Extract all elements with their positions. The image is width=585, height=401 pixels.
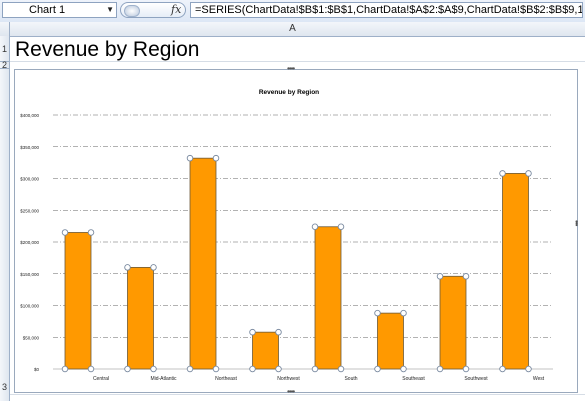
bar-selection-marker bbox=[311, 365, 319, 373]
bar-selection-marker bbox=[499, 170, 506, 177]
bar-selection-marker bbox=[311, 223, 319, 231]
x-tick-label: Southwest bbox=[464, 376, 488, 382]
bar-selection-marker bbox=[124, 264, 131, 271]
y-tick-label: $400,000 bbox=[20, 113, 39, 118]
bar-selection-marker bbox=[249, 328, 256, 336]
bar bbox=[189, 157, 217, 370]
row-header-3[interactable]: 3 bbox=[1, 382, 7, 392]
bar-selection-marker bbox=[275, 328, 282, 336]
bar bbox=[64, 232, 92, 370]
bar-selection-marker bbox=[462, 273, 470, 280]
bar-selection-marker bbox=[436, 365, 444, 373]
bar-selection-marker bbox=[186, 365, 194, 373]
row-header-2[interactable]: 2 bbox=[1, 60, 7, 70]
row-separator bbox=[0, 61, 9, 62]
bar-selection-marker bbox=[61, 229, 69, 236]
bar bbox=[377, 312, 404, 370]
x-axis-tick-labels: Central Mid-Atlantic Northeast Northwest Sou… bbox=[93, 376, 545, 382]
row-header-1[interactable]: 1 bbox=[1, 44, 7, 54]
bar-selection-marker bbox=[275, 365, 282, 373]
revenue-chart: Revenue by Region $0 $50,000 $100,000 $150,… bbox=[20, 89, 553, 382]
bar-selection-marker bbox=[61, 365, 69, 373]
bar-selection-marker bbox=[87, 229, 95, 236]
y-tick-label: $350,000 bbox=[20, 145, 39, 150]
bar-selection-marker bbox=[337, 223, 345, 231]
bar-selection-marker bbox=[400, 309, 407, 317]
bar bbox=[502, 173, 529, 370]
bar bbox=[314, 226, 342, 370]
x-tick-label: Mid-Atlantic bbox=[150, 376, 177, 382]
bar-selection-marker bbox=[212, 154, 220, 162]
row-grid-line bbox=[10, 61, 585, 62]
y-tick-label: $50,000 bbox=[23, 335, 40, 340]
y-axis-tick-labels: $0 $50,000 $100,000 $150,000 $200,000 $250,00… bbox=[20, 113, 39, 372]
resize-handle-icon[interactable] bbox=[124, 5, 140, 17]
x-tick-label: Central bbox=[93, 376, 109, 382]
bar-selection-marker bbox=[212, 365, 220, 373]
name-box[interactable]: Chart 1 ▼ bbox=[2, 2, 117, 18]
bar-selection-marker bbox=[462, 365, 470, 373]
x-tick-label: Northwest bbox=[277, 376, 300, 382]
x-tick-label: Northeast bbox=[215, 376, 237, 382]
bar-selection-marker bbox=[374, 309, 381, 317]
formula-bar-controls[interactable]: fx bbox=[120, 2, 186, 18]
column-header-a[interactable]: A bbox=[289, 23, 296, 34]
x-tick-label: Southeast bbox=[402, 376, 425, 382]
formula-bar: Chart 1 ▼ fx =SERIES(ChartData!$B$1:$B$1… bbox=[0, 0, 585, 23]
bar-selection-marker bbox=[400, 365, 407, 373]
sheet-title-cell[interactable]: Revenue by Region bbox=[15, 38, 200, 61]
y-tick-label: $0 bbox=[34, 367, 40, 372]
select-all-corner[interactable] bbox=[0, 22, 10, 36]
chart-bars bbox=[61, 154, 532, 373]
bar-selection-marker bbox=[499, 365, 506, 373]
y-tick-label: $250,000 bbox=[20, 208, 39, 213]
x-tick-label: West bbox=[533, 376, 545, 382]
chart-resize-handle-top[interactable]: •••• bbox=[287, 64, 295, 73]
formula-input[interactable]: =SERIES(ChartData!$B$1:$B$1,ChartData!$A… bbox=[190, 2, 583, 18]
row-grid-line bbox=[10, 394, 585, 395]
bar-selection-marker bbox=[337, 365, 345, 373]
chart-resize-handle-bottom[interactable]: •••• bbox=[287, 387, 295, 396]
fx-icon[interactable]: fx bbox=[171, 3, 182, 16]
y-tick-label: $100,000 bbox=[20, 304, 39, 309]
bar-selection-marker bbox=[525, 365, 532, 373]
chevron-down-icon[interactable]: ▼ bbox=[106, 5, 114, 14]
name-box-value: Chart 1 bbox=[29, 4, 66, 16]
bar-selection-marker bbox=[249, 365, 256, 373]
bar-selection-marker bbox=[186, 154, 194, 162]
chart-object[interactable]: •••• •••• ••• Revenue by Region $0 $50,00… bbox=[14, 64, 581, 396]
bar bbox=[252, 331, 279, 370]
y-tick-label: $300,000 bbox=[20, 177, 39, 182]
bar-selection-marker bbox=[150, 264, 157, 271]
y-tick-label: $200,000 bbox=[20, 240, 39, 245]
row-separator bbox=[0, 68, 9, 69]
bar-selection-marker bbox=[525, 170, 532, 177]
chart-resize-handle-right[interactable]: ••• bbox=[572, 220, 581, 226]
x-tick-label: South bbox=[344, 376, 357, 382]
bar-selection-marker bbox=[436, 273, 444, 280]
column-header-row: A bbox=[0, 22, 585, 37]
bar-selection-marker bbox=[87, 365, 95, 373]
bar-selection-marker bbox=[374, 365, 381, 373]
row-header-column: 1 2 3 bbox=[0, 36, 10, 401]
chart-title: Revenue by Region bbox=[259, 89, 319, 96]
bar bbox=[127, 266, 154, 370]
bar-selection-marker bbox=[150, 365, 157, 373]
y-tick-label: $150,000 bbox=[20, 272, 39, 277]
bar bbox=[439, 275, 467, 370]
bar-selection-marker bbox=[124, 365, 131, 373]
